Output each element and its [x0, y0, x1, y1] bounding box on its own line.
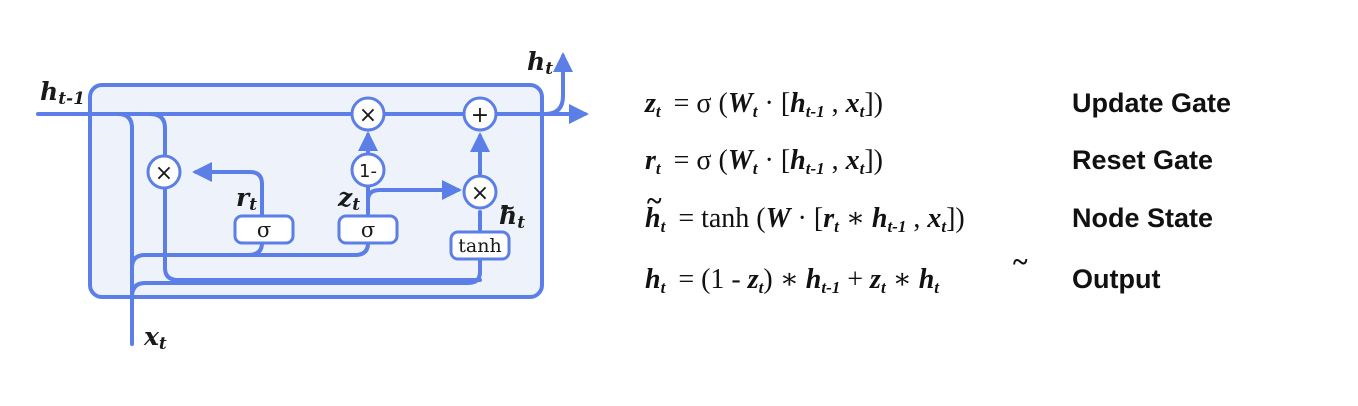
svg-text:~: ~ [1012, 247, 1028, 278]
svg-text:+: + [471, 103, 489, 128]
svg-text:ht: ht [499, 201, 525, 233]
one-minus-node: 1- [350, 152, 386, 188]
svg-text:ht-1: ht-1 [40, 77, 85, 109]
svg-text:×: × [359, 103, 377, 128]
equation-row-reset: rt = σ (Wt · [ht-1 , xt]) Reset Gate [645, 145, 1213, 181]
svg-text:×: × [471, 181, 489, 206]
update-multiply-node: × [350, 96, 386, 132]
svg-text:σ: σ [257, 218, 271, 242]
svg-text:xt: xt [143, 322, 167, 354]
svg-text:rt: rt [236, 183, 257, 215]
svg-text:ht = (1 - zt) ∗ ht-1 + z: ht = (1 - zt) ∗ ht-1 + zt ∗ ht [645, 264, 940, 300]
label-h-prev: ht-1 [40, 77, 85, 109]
equation-row-node-state: ~ ht = tanh (W · [rt ∗ ht-1 , xt]) Node … [645, 186, 1213, 239]
equation-row-update: zt = σ (Wt · [ht-1 , xt]) Update Gate [644, 88, 1231, 124]
svg-text:rt = σ (Wt · [ht-1 , xt]: rt = σ (Wt · [ht-1 , xt]) [645, 145, 883, 181]
sigma-reset-box: σ [233, 214, 295, 245]
svg-text:zt: zt [337, 183, 360, 215]
svg-text:tanh: tanh [458, 235, 501, 257]
gate-label-reset: Reset Gate [1072, 145, 1213, 175]
svg-text:ht: ht [527, 47, 553, 79]
equation-row-output: ht = (1 - zt) ∗ ht-1 + zt ∗ ht ~ Output [645, 247, 1160, 300]
plus-node: + [462, 96, 498, 132]
svg-text:~: ~ [646, 186, 662, 217]
label-r: rt [236, 183, 257, 215]
candidate-multiply-node: × [462, 174, 498, 210]
tanh-box: tanh [449, 230, 511, 261]
gru-cell-box [88, 83, 544, 299]
gru-wires [36, 52, 589, 346]
svg-text:×: × [155, 161, 173, 186]
svg-text:σ: σ [361, 218, 375, 242]
label-x: xt [143, 322, 167, 354]
svg-text:1-: 1- [359, 161, 377, 182]
gate-label-node-state: Node State [1072, 203, 1213, 233]
svg-text:zt = σ (Wt · [ht-1 , xt]: zt = σ (Wt · [ht-1 , xt]) [644, 88, 883, 124]
sigma-update-box: σ [337, 214, 399, 245]
label-z: zt [337, 183, 360, 215]
label-h-out: ht [527, 47, 553, 79]
gate-label-update: Update Gate [1072, 88, 1231, 118]
reset-multiply-node: × [146, 154, 182, 190]
svg-text:~: ~ [499, 195, 516, 219]
gate-label-output: Output [1072, 264, 1160, 294]
label-h-tilde: ~ ht [499, 195, 525, 233]
svg-text:ht = tanh (W · [rt ∗ ht-: ht = tanh (W · [rt ∗ ht-1 , xt]) [645, 203, 965, 239]
